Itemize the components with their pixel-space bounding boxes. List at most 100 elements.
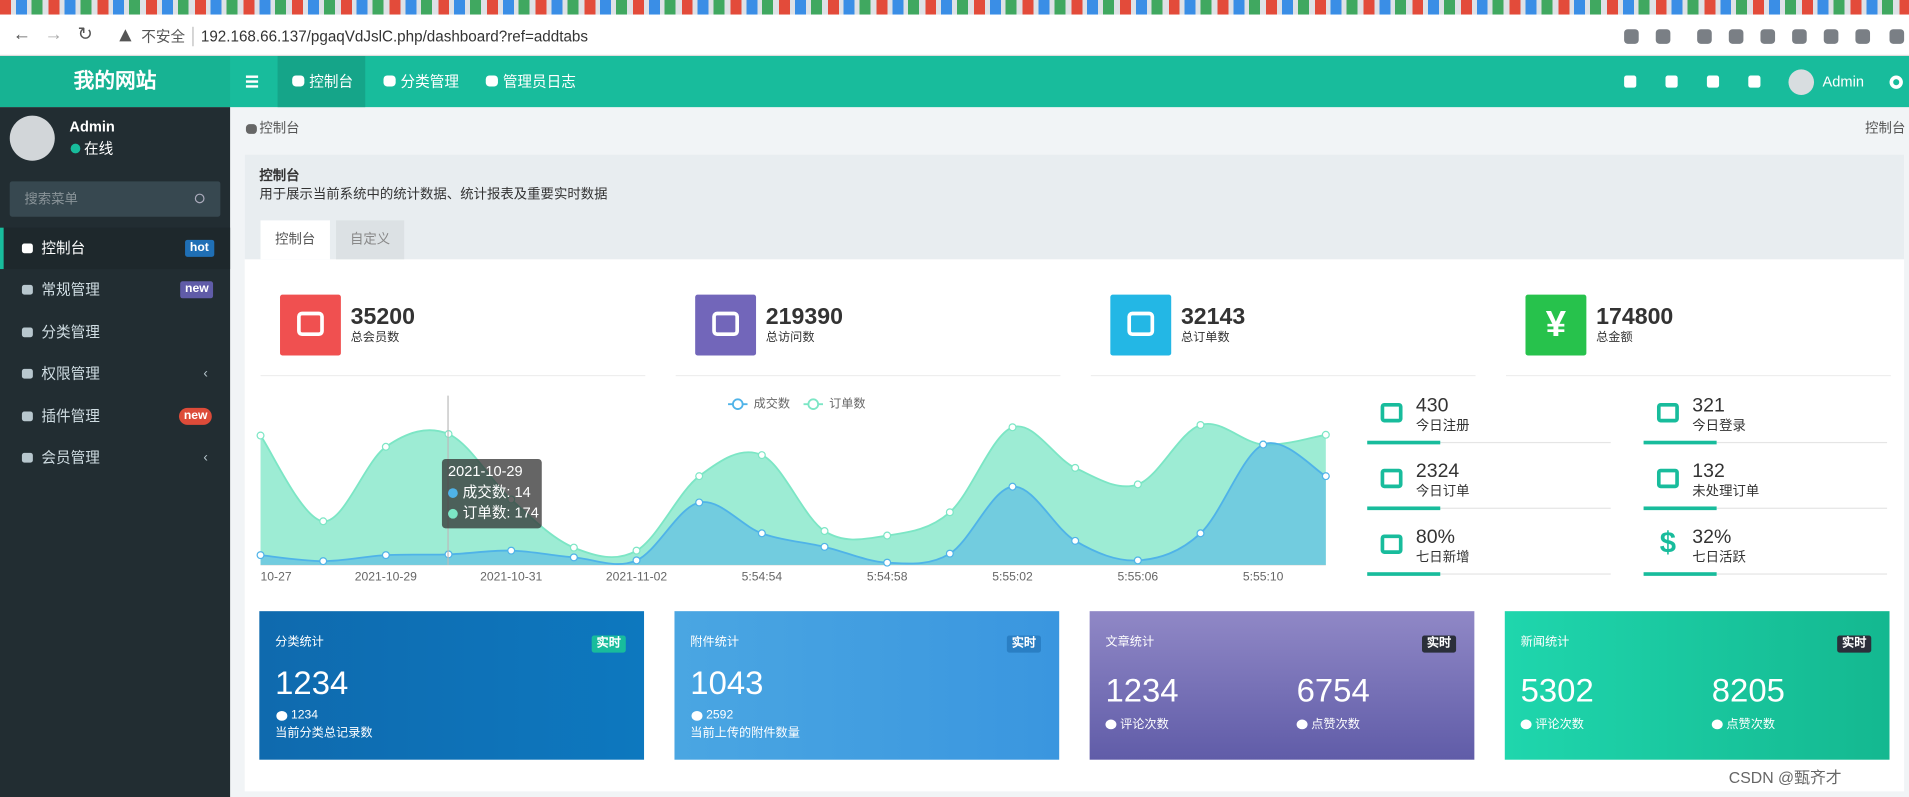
tab-strip bbox=[0, 0, 1909, 15]
separator bbox=[192, 26, 194, 47]
toolbar-icon[interactable] bbox=[1624, 29, 1639, 44]
x-tick-label: 2021-10-31 bbox=[480, 569, 542, 583]
area bbox=[260, 442, 1326, 565]
card-sub-label: 评论次数 bbox=[1535, 718, 1584, 732]
tab-label[interactable]: 控制台 bbox=[275, 232, 316, 248]
header-icon[interactable] bbox=[1665, 75, 1678, 88]
search-box[interactable] bbox=[9, 181, 221, 217]
point bbox=[820, 542, 829, 551]
mini-accent bbox=[1643, 440, 1717, 445]
header-icon[interactable] bbox=[1624, 75, 1637, 88]
mini-glyph bbox=[1656, 468, 1679, 489]
mini-value: 2324 bbox=[1415, 461, 1460, 483]
toolbar-icon[interactable] bbox=[1823, 29, 1839, 44]
mini-divider bbox=[1643, 507, 1888, 509]
point bbox=[256, 551, 265, 560]
status-dot bbox=[70, 143, 81, 154]
header-icon[interactable] bbox=[1706, 75, 1720, 88]
stat-divider bbox=[1506, 374, 1891, 377]
header-user[interactable]: Admin bbox=[1822, 73, 1864, 91]
point bbox=[569, 553, 578, 562]
tooltip-item: 订单数: 174 bbox=[463, 505, 539, 522]
card-badge: 实时 bbox=[591, 635, 626, 653]
toolbar-icon[interactable] bbox=[1855, 29, 1871, 44]
sidebar-user-status: 在线 bbox=[84, 140, 114, 158]
mini-label: 七日活跃 bbox=[1692, 550, 1746, 565]
point bbox=[757, 451, 766, 460]
header-icon[interactable] bbox=[1748, 75, 1761, 88]
menu-label[interactable]: 会员管理 bbox=[41, 449, 100, 467]
mini-label: 今日注册 bbox=[1415, 418, 1470, 434]
stat-value: 219390 bbox=[765, 304, 843, 330]
search-icon bbox=[194, 193, 205, 204]
nav-button[interactable]: ↻ bbox=[77, 24, 93, 46]
nav-label[interactable]: 控制台 bbox=[309, 73, 354, 91]
mini-value: 132 bbox=[1692, 461, 1725, 483]
toolbar-icon[interactable] bbox=[1655, 29, 1671, 44]
toolbar-icon[interactable] bbox=[1792, 29, 1807, 44]
mini-value: 430 bbox=[1415, 395, 1449, 417]
stat-value: 174800 bbox=[1596, 304, 1674, 330]
x-tick-label: 2021-10-29 bbox=[355, 569, 417, 583]
point bbox=[1133, 556, 1142, 565]
point bbox=[695, 472, 704, 481]
mini-accent bbox=[1367, 506, 1441, 511]
mini-divider bbox=[1643, 441, 1888, 444]
tooltip-dot bbox=[448, 488, 458, 498]
mini-divider bbox=[1643, 573, 1888, 575]
x-tick-label: 5:54:58 bbox=[867, 569, 908, 583]
stat-glyph bbox=[297, 311, 324, 337]
card-sub-icon bbox=[691, 711, 703, 721]
mini-divider bbox=[1367, 441, 1611, 444]
point bbox=[1196, 420, 1205, 430]
hamburger-line bbox=[245, 80, 259, 83]
breadcrumb-right: 控制台 bbox=[1865, 121, 1906, 137]
mini-accent bbox=[1643, 572, 1717, 576]
nav-item[interactable] bbox=[277, 56, 366, 108]
menu-label[interactable]: 分类管理 bbox=[41, 323, 100, 341]
nav-button[interactable]: ← bbox=[12, 24, 32, 46]
toolbar-icon[interactable] bbox=[1728, 29, 1744, 44]
toolbar-icon[interactable] bbox=[1697, 29, 1712, 44]
menu-label[interactable]: 插件管理 bbox=[41, 407, 100, 425]
menu-label[interactable]: 常规管理 bbox=[41, 281, 100, 299]
point bbox=[1321, 472, 1330, 481]
mini-glyph bbox=[1656, 402, 1679, 423]
settings-icon[interactable] bbox=[1889, 75, 1903, 89]
toolbar-icon[interactable] bbox=[1760, 29, 1776, 44]
stat-icon bbox=[1110, 294, 1172, 356]
nav-label[interactable]: 分类管理 bbox=[400, 73, 460, 91]
card-value: 8205 bbox=[1711, 672, 1785, 709]
point bbox=[1259, 440, 1268, 449]
point bbox=[1008, 482, 1017, 491]
menu-label[interactable]: 控制台 bbox=[41, 239, 86, 257]
menu-icon bbox=[21, 285, 33, 296]
card-title: 文章统计 bbox=[1105, 635, 1155, 649]
mini-icon bbox=[1377, 399, 1406, 426]
mini-icon bbox=[1653, 399, 1682, 426]
tooltip-item: 成交数: 14 bbox=[463, 483, 531, 501]
url[interactable]: 192.168.66.137/pgaqVdJslC.php/dashboard?… bbox=[200, 28, 588, 46]
stat-value: 35200 bbox=[350, 304, 415, 330]
tooltip bbox=[441, 458, 542, 529]
stat-glyph bbox=[1127, 311, 1155, 337]
tab-label[interactable]: 自定义 bbox=[350, 232, 391, 248]
stat-label: 总订单数 bbox=[1180, 331, 1230, 345]
mini-icon bbox=[1377, 531, 1406, 558]
tab[interactable] bbox=[260, 220, 330, 260]
card-sub-icon bbox=[1296, 719, 1308, 730]
nav-button[interactable]: → bbox=[44, 24, 63, 46]
sidebar bbox=[0, 107, 231, 797]
menu-badge: hot bbox=[185, 239, 214, 257]
tab[interactable] bbox=[336, 220, 405, 260]
menu-label[interactable]: 权限管理 bbox=[41, 365, 100, 383]
mini-divider bbox=[1367, 573, 1611, 575]
mini-accent bbox=[1367, 572, 1441, 576]
hamburger-line bbox=[245, 85, 259, 88]
point bbox=[757, 529, 766, 538]
nav-label[interactable]: 管理员日志 bbox=[502, 73, 576, 91]
sidebar-avatar bbox=[9, 115, 55, 161]
toolbar-icon[interactable] bbox=[1889, 29, 1905, 44]
card-badge: 实时 bbox=[1422, 635, 1457, 653]
